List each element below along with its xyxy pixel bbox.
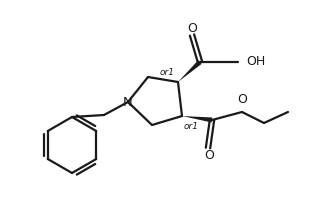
Text: OH: OH bbox=[246, 55, 265, 68]
Text: N: N bbox=[123, 95, 133, 108]
Text: or1: or1 bbox=[184, 121, 199, 130]
Text: or1: or1 bbox=[160, 68, 175, 77]
Text: O: O bbox=[204, 148, 214, 161]
Polygon shape bbox=[178, 60, 202, 82]
Text: O: O bbox=[187, 22, 197, 35]
Text: O: O bbox=[237, 93, 247, 106]
Polygon shape bbox=[182, 116, 212, 123]
